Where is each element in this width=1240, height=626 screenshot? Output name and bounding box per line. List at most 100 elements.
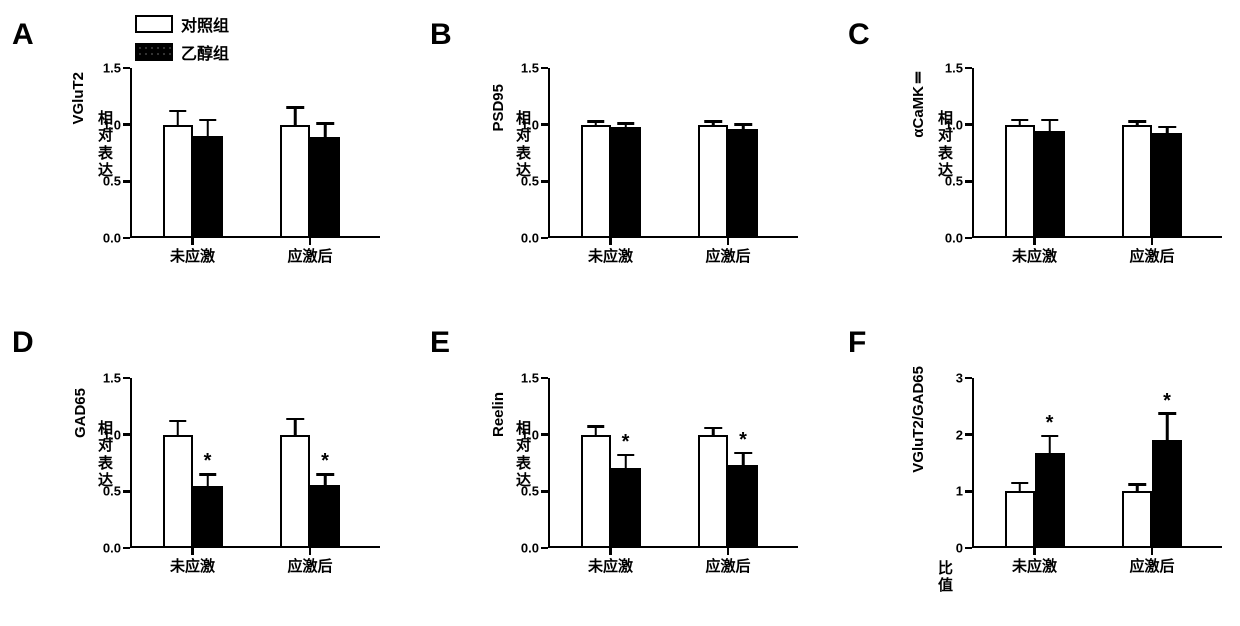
errorbar-cap [1128,120,1146,123]
ytick-label: 1 [956,484,972,499]
errorbar-cap [704,427,722,430]
xtick-label: 应激后 [287,238,332,266]
panel-letter-E: E [430,326,450,360]
errorbar-cap [734,123,752,126]
errorbar-cap [704,120,722,123]
bar-ethanol [1035,453,1065,548]
bar-ethanol [310,137,340,238]
plot-A: 0.00.51.01.5未应激应激后 [130,68,380,238]
significance-star: * [1046,413,1054,433]
bar-control [1122,491,1152,548]
panel-letter-B: B [430,18,452,52]
panel-letter-F: F [848,326,866,360]
errorbar [1018,483,1021,493]
ylabel-en-C: αCaMKⅡ [910,68,927,138]
ytick-label: 1.5 [103,371,130,386]
plot-B: 0.00.51.01.5未应激应激后 [548,68,798,238]
errorbar-cap [617,454,635,457]
errorbar [1166,414,1169,442]
errorbar-cap [316,473,334,476]
significance-star: * [739,430,747,450]
xtick-label: 应激后 [1129,238,1174,266]
errorbar-cap [1011,482,1029,485]
bar-ethanol [728,129,758,238]
errorbar-cap [587,425,605,428]
errorbar-cap [169,420,187,423]
legend-label: 乙醇组 [181,40,229,64]
panel-letter-A: A [12,18,34,52]
errorbar [324,474,327,485]
ylabel-en-F: VGluT2/GAD65 [910,366,927,473]
xtick-label: 应激后 [705,548,750,576]
errorbar-cap [199,119,217,122]
errorbar-cap [286,418,304,421]
ytick-label: 0.5 [945,174,972,189]
errorbar [1048,120,1051,132]
bar-control [163,435,193,548]
errorbar [294,108,297,126]
errorbar [176,111,179,126]
legend: 对照组乙醇组 [135,12,229,68]
xtick-label: 未应激 [1012,238,1057,266]
panel-letter-C: C [848,18,870,52]
ytick-label: 1.0 [521,117,548,132]
errorbar-cap [1158,412,1176,415]
ytick-label: 1.5 [521,371,548,386]
errorbar [624,455,627,468]
ylabel-en-A: VGluT2 [70,72,87,125]
bar-control [280,125,310,238]
errorbar [206,120,209,137]
bar-control [163,125,193,238]
errorbar-cap [587,120,605,123]
errorbar-cap [1158,126,1176,129]
plot-D: 0.00.51.01.5未应激*应激后* [130,378,380,548]
errorbar-cap [1128,483,1146,486]
bar-control [581,125,611,238]
ylabel-en-D: GAD65 [72,388,89,438]
xtick-label: 未应激 [1012,548,1057,576]
ytick-label: 1.0 [103,427,130,442]
xtick-label: 应激后 [1129,548,1174,576]
ylabel-en-E: Reelin [490,392,507,437]
errorbar [324,124,327,139]
xtick-label: 未应激 [588,548,633,576]
errorbar-cap [199,473,217,476]
ytick-label: 0.0 [945,231,972,246]
legend-swatch [135,43,173,61]
ytick-label: 0.0 [521,231,548,246]
plot-E: 0.00.51.01.5未应激*应激后* [548,378,798,548]
errorbar-cap [316,122,334,125]
legend-row-ethanol: 乙醇组 [135,40,229,64]
ytick-label: 1.0 [521,427,548,442]
ytick-label: 0 [956,541,972,556]
legend-row-control: 对照组 [135,12,229,36]
errorbar-cap [1011,119,1029,122]
plot-C: 0.00.51.01.5未应激应激后 [972,68,1222,238]
ytick-label: 0.0 [103,231,130,246]
bar-control [280,435,310,548]
significance-star: * [204,451,212,471]
bar-ethanol [193,136,223,238]
errorbar [294,419,297,436]
ytick-label: 1.5 [945,61,972,76]
ytick-label: 1.5 [521,61,548,76]
errorbar-cap [286,106,304,109]
xtick-label: 未应激 [170,548,215,576]
bar-control [1122,125,1152,238]
errorbar [742,453,745,466]
bar-ethanol [193,486,223,548]
ytick-label: 2 [956,427,972,442]
bar-ethanol [611,468,641,548]
errorbar-cap [1041,119,1059,122]
errorbar-cap [1041,435,1059,438]
errorbar-cap [169,110,187,113]
ytick-label: 0.5 [103,484,130,499]
errorbar-cap [617,122,635,125]
errorbar [206,474,209,486]
bar-ethanol [1152,133,1182,238]
ytick-label: 0.5 [521,484,548,499]
errorbar [594,427,597,436]
significance-star: * [622,432,630,452]
errorbar-cap [734,452,752,455]
ytick-label: 1.0 [945,117,972,132]
